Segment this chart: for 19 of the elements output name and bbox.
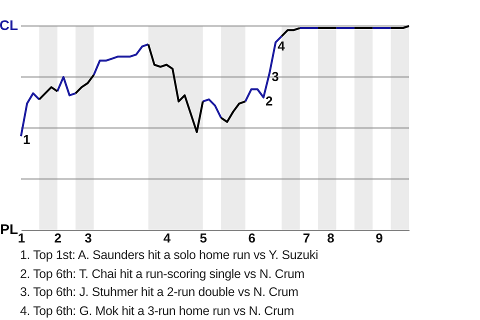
annotation: 3: [272, 68, 279, 84]
x-tick-label: 2: [54, 230, 62, 246]
text: 3. Top 6th: J. Stuhmer hit a 2-run double vs N. Crum: [20, 284, 300, 301]
x-tick-label: 5: [200, 230, 207, 246]
text: CL: [0, 17, 18, 33]
x-tick-label: 8: [327, 230, 334, 246]
x-tick-label: 4: [163, 230, 172, 246]
annotation: 4: [278, 38, 286, 54]
text: 2. Top 6th: T. Chai hit a run-scoring single vs N. Crum: [20, 266, 306, 283]
x-tick-label: 1: [18, 230, 26, 246]
text: PL: [0, 221, 18, 237]
text: 4. Top 6th: G. Mok hit a 3-run home run vs N. Crum: [20, 302, 295, 320]
text: 1. Top 1st: A. Saunders hit a solo home run vs Y. Suzuki: [20, 247, 320, 264]
annotation: 2: [266, 93, 273, 108]
x-tick-label: 9: [376, 230, 383, 246]
x-tick-label: 7: [302, 230, 310, 246]
x-tick-label: 6: [248, 230, 256, 246]
annotation: 1: [23, 132, 30, 148]
x-tick-label: 3: [84, 230, 92, 246]
